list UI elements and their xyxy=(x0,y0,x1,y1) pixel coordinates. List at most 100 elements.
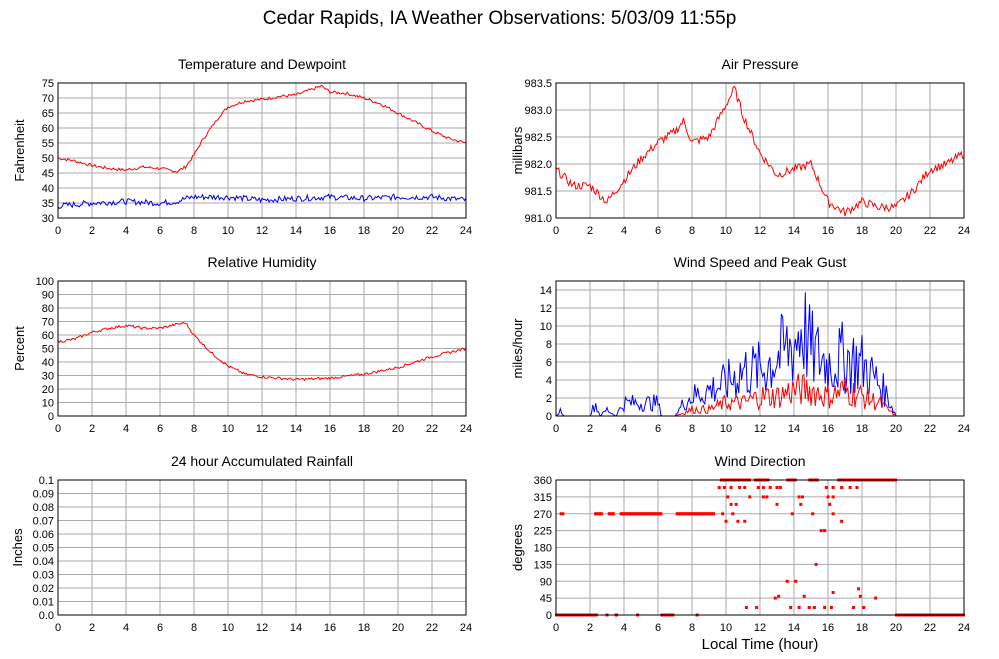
y-tick-label: 8 xyxy=(546,339,552,351)
y-tick-label: 0.08 xyxy=(33,502,54,514)
x-tick-label: 4 xyxy=(621,622,627,634)
x-tick-label: 10 xyxy=(222,423,234,435)
direction-point xyxy=(744,606,748,609)
x-tick-label: 18 xyxy=(358,423,370,435)
direction-point xyxy=(823,529,827,533)
x-tick-label: 14 xyxy=(788,622,800,634)
direction-point xyxy=(761,486,765,489)
direction-point xyxy=(855,486,859,489)
direction-point xyxy=(773,596,777,600)
chart-title: 24 hour Accumulated Rainfall xyxy=(171,453,353,469)
direction-point xyxy=(761,495,765,499)
chart-title: Air Pressure xyxy=(721,56,798,72)
y-tick-label: 360 xyxy=(534,475,552,487)
direction-point xyxy=(743,486,747,489)
direction-point xyxy=(802,594,806,598)
x-tick-label: 2 xyxy=(587,622,593,634)
x-tick-label: 14 xyxy=(290,225,302,237)
y-tick-label: 983.5 xyxy=(524,78,552,90)
direction-point xyxy=(828,502,832,506)
x-tick-label: 4 xyxy=(621,423,627,435)
direction-point xyxy=(738,486,742,489)
y-tick-label: 0 xyxy=(546,610,552,622)
x-tick-label: 0 xyxy=(55,225,61,237)
x-tick-label: 22 xyxy=(924,423,936,435)
x-tick-label: 12 xyxy=(256,423,268,435)
x-tick-label: 6 xyxy=(157,423,163,435)
x-tick-label: 20 xyxy=(392,225,404,237)
direction-point xyxy=(775,502,779,506)
x-tick-label: 24 xyxy=(460,622,472,634)
direction-point xyxy=(794,579,798,583)
y-tick-label: 55 xyxy=(42,138,54,150)
y-tick-label: 80 xyxy=(42,303,54,315)
chart-title: Relative Humidity xyxy=(208,254,317,270)
y-tick-label: 270 xyxy=(534,509,552,521)
y-tick-label: 0 xyxy=(546,411,552,423)
y-tick-label: 45 xyxy=(42,168,54,180)
direction-point xyxy=(777,594,781,598)
x-tick-label: 14 xyxy=(290,423,302,435)
y-tick-label: 180 xyxy=(534,543,552,555)
direction-point xyxy=(858,594,862,598)
series-line xyxy=(57,321,467,382)
x-tick-label: 12 xyxy=(754,423,766,435)
direction-point xyxy=(734,502,738,506)
direction-point xyxy=(743,519,747,523)
plot-frame xyxy=(57,82,467,219)
y-tick-label: 0.01 xyxy=(33,597,54,609)
series-line xyxy=(555,85,965,217)
x-tick-label: 4 xyxy=(123,225,129,237)
direction-point xyxy=(807,606,811,609)
chart-title: Wind Direction xyxy=(714,453,805,469)
direction-point xyxy=(801,495,804,499)
y-tick-label: 981.0 xyxy=(524,213,552,225)
y-tick-label: 60 xyxy=(42,330,54,342)
direction-point xyxy=(729,486,733,489)
direction-point xyxy=(778,486,782,489)
x-tick-label: 22 xyxy=(426,225,438,237)
y-tick-label: 10 xyxy=(540,321,552,333)
direction-point xyxy=(797,495,801,499)
direction-point xyxy=(819,529,823,533)
x-tick-label: 10 xyxy=(720,225,732,237)
x-tick-label: 0 xyxy=(553,423,559,435)
direction-point xyxy=(612,512,615,516)
y-tick-label: 90 xyxy=(42,290,54,302)
x-tick-label: 24 xyxy=(958,423,970,435)
y-tick-label: 2 xyxy=(546,393,552,405)
direction-point xyxy=(874,596,878,600)
y-tick-label: 35 xyxy=(42,198,54,210)
x-tick-label: 16 xyxy=(324,225,336,237)
x-tick-label: 18 xyxy=(358,225,370,237)
x-tick-label: 20 xyxy=(890,423,902,435)
y-tick-label: 12 xyxy=(540,303,552,315)
chart-title: Wind Speed and Peak Gust xyxy=(674,254,847,270)
direction-point xyxy=(811,512,815,516)
direction-point xyxy=(790,512,794,516)
y-tick-label: 45 xyxy=(540,593,552,605)
direction-point xyxy=(826,495,830,499)
x-axis-label: Local Time (hour) xyxy=(701,636,819,653)
y-tick-label: 0.03 xyxy=(33,570,54,582)
y-tick-label: 0.05 xyxy=(33,543,54,555)
x-tick-label: 16 xyxy=(822,225,834,237)
direction-point xyxy=(812,606,816,609)
x-tick-label: 22 xyxy=(426,622,438,634)
direction-point xyxy=(831,495,835,499)
x-tick-label: 12 xyxy=(256,225,268,237)
y-tick-label: 10 xyxy=(42,398,54,410)
x-tick-label: 10 xyxy=(720,622,732,634)
direction-point xyxy=(857,587,861,591)
x-tick-label: 6 xyxy=(655,225,661,237)
x-tick-label: 8 xyxy=(191,225,197,237)
x-tick-label: 22 xyxy=(426,423,438,435)
x-tick-label: 8 xyxy=(689,423,695,435)
y-tick-label: 982.5 xyxy=(524,132,552,144)
direction-point xyxy=(726,495,730,499)
x-tick-label: 16 xyxy=(822,423,834,435)
direction-point xyxy=(724,519,728,523)
x-tick-label: 2 xyxy=(587,225,593,237)
x-tick-label: 8 xyxy=(689,622,695,634)
